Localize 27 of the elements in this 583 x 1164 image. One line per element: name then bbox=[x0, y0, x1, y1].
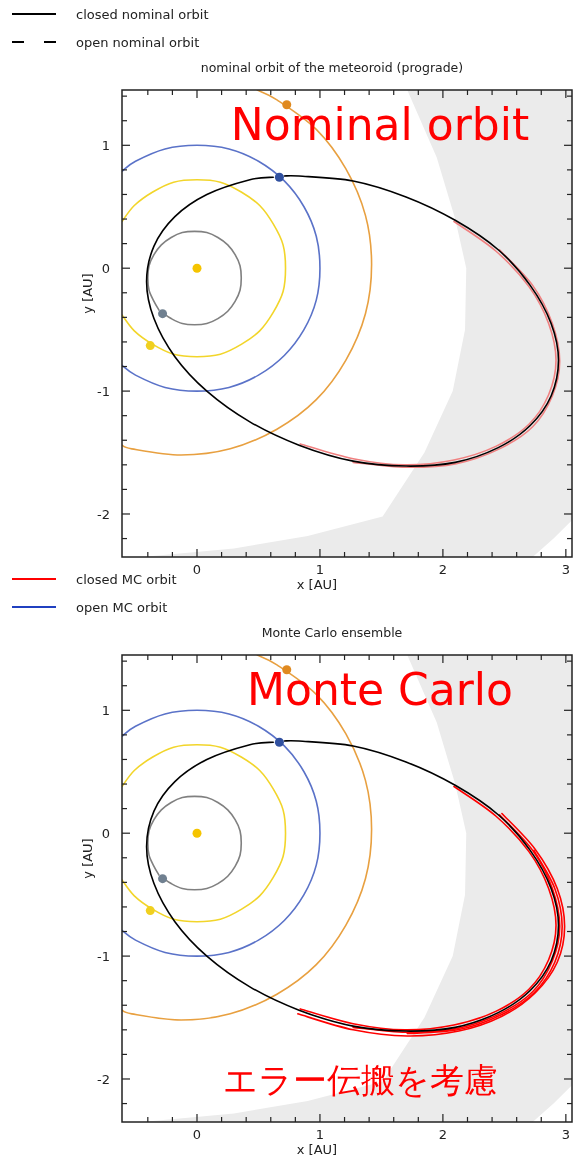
x-tick-label: 1 bbox=[315, 1127, 325, 1142]
y-tick-label: -1 bbox=[97, 949, 110, 965]
x-tick-label: 0 bbox=[192, 562, 202, 577]
legend-label: closed MC orbit bbox=[76, 572, 177, 587]
x-tick-label: 0 bbox=[192, 1127, 202, 1142]
x-tick-label: 1 bbox=[315, 562, 325, 577]
legend-label: open MC orbit bbox=[76, 600, 168, 615]
y-tick-label: 0 bbox=[101, 261, 110, 277]
x-axis-title: x [AU] bbox=[296, 1142, 338, 1157]
chart-title: Monte Carlo ensemble bbox=[261, 625, 403, 640]
x-tick-label: 3 bbox=[561, 1127, 570, 1142]
y-tick-label: -2 bbox=[97, 1071, 110, 1087]
y-axis-title: y [AU] bbox=[80, 273, 95, 314]
y-axis-title: y [AU] bbox=[80, 838, 95, 879]
x-axis-title: x [AU] bbox=[296, 577, 338, 592]
y-tick-label: 1 bbox=[101, 138, 110, 154]
y-tick-label: -1 bbox=[97, 384, 110, 400]
legend-label: closed nominal orbit bbox=[76, 7, 209, 22]
y-tick-label: 0 bbox=[101, 826, 110, 842]
y-tick-label: -2 bbox=[97, 506, 110, 522]
legend-label: open nominal orbit bbox=[76, 35, 200, 50]
chart-title: nominal orbit of the meteoroid (prograde) bbox=[200, 60, 464, 75]
y-tick-label: 1 bbox=[101, 703, 110, 719]
x-tick-label: 2 bbox=[438, 562, 448, 577]
x-tick-label: 2 bbox=[438, 1127, 448, 1142]
annotation: エラー伝搬を考慮 bbox=[222, 1060, 498, 1100]
x-tick-label: 3 bbox=[561, 562, 570, 577]
